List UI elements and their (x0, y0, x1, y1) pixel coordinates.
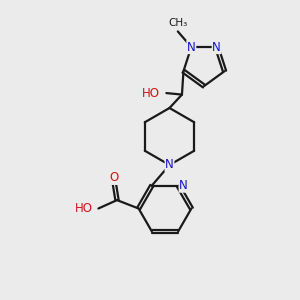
Text: N: N (187, 40, 196, 53)
Text: N: N (165, 158, 174, 172)
Text: HO: HO (142, 87, 160, 100)
Text: N: N (179, 179, 188, 192)
Text: O: O (110, 171, 118, 184)
Text: CH₃: CH₃ (168, 18, 188, 28)
Text: HO: HO (75, 202, 93, 215)
Text: N: N (212, 40, 221, 53)
